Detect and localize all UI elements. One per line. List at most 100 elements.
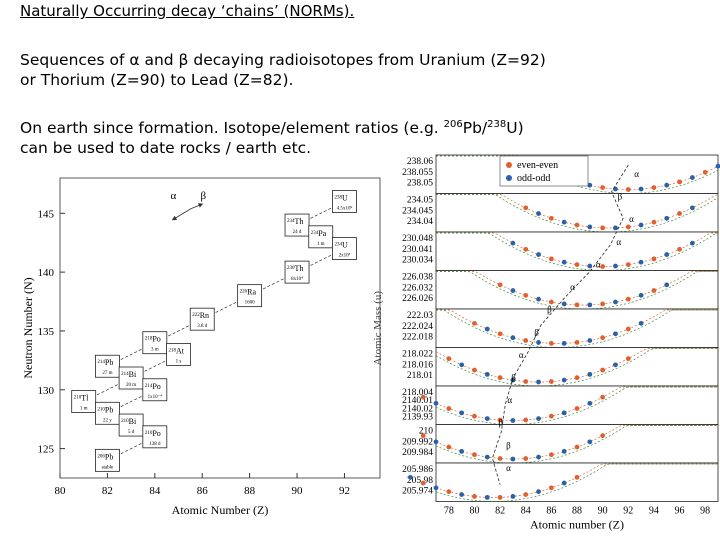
nuclide-symbol: 234U [334,241,348,250]
mass-point [587,371,593,377]
x-tick-label: 82 [102,485,113,497]
superscript-206: 206 [443,119,463,130]
mass-point [600,367,606,373]
nuclide-halflife: 1 s [176,359,182,364]
mass-point [600,433,606,439]
mass-parabola-chart: 238.06238.055238.05234.05234.045234.0423… [372,154,720,532]
mass-point [510,456,516,462]
mass-point [523,205,529,211]
dating-paragraph: On earth since formation. Isotope/elemen… [20,115,524,158]
nuclide-symbol: 238U [334,194,348,203]
nuclide-symbol: 206Pb [97,452,113,461]
mass-point [510,418,516,423]
nuclide-symbol: 234Pa [311,229,327,238]
mass-point [625,224,631,230]
mass-tick-label: 230.041 [402,245,433,255]
mass-point [472,494,477,499]
mass-point [613,263,618,269]
nuclide-symbol: 210Bi [121,417,137,426]
decay-arrow [201,295,250,320]
mass-point [510,240,516,246]
nuclide-box: 210Pb 22 y [95,401,120,425]
decay-arrow [83,377,132,402]
nuclide-halflife: 1 m [317,242,325,247]
mass-point [484,454,490,460]
mass-x-tick-label: 86 [546,506,556,517]
mass-point [484,416,490,421]
mass-point [574,302,580,308]
decay-arrow [154,318,203,344]
mass-point [420,394,426,400]
mass-point [446,489,452,495]
mass-point [536,211,541,216]
nuclide-halflife: 3.8 d [197,324,208,329]
mass-tick-label: 209.984 [402,448,433,458]
mass-point [433,485,439,491]
mass-point [677,246,682,252]
mass-x-tick-label: 80 [469,506,479,517]
nuclide-symbol: 210Po [145,429,161,438]
mass-point [613,225,618,231]
mass-point [613,362,618,368]
mass-point [677,211,682,216]
mass-point [664,182,670,188]
nuclide-symbol: 234Th [287,217,303,226]
legend-marker [506,175,512,181]
nuclide-box: 234Th 24 d [284,213,310,237]
nuclide-box-frame [166,343,191,366]
odd-odd-curve [435,463,718,502]
slide-title: Naturally Occurring decay ‘chains’ (NORM… [20,2,355,20]
nuclide-box: 214Bi 20 m [118,366,144,390]
mass-point [587,224,593,230]
mass-point [561,480,567,486]
nuclide-box-frame [95,401,120,425]
nuclide-box-frame [189,307,215,331]
mass-point [702,169,708,175]
legend-alpha-arrow [171,208,191,221]
mass-tick-label: 238.06 [407,157,433,167]
mass-point [548,485,554,491]
mass-panel-frame [435,385,719,425]
nuclide-box-frame [142,425,168,449]
nuclide-symbol: 222Rn [192,311,209,320]
mass-point [574,262,580,267]
dating-line-1: On earth since formation. Isotope/elemen… [20,115,524,138]
x-tick-label: 86 [197,485,209,497]
mass-point [548,452,554,458]
nuclide-box: 230Th 8x10⁴ [284,260,310,284]
mass-panel-frame [435,347,719,387]
mass-x-axis-title: Atomic number (Z) [530,518,624,532]
mass-tick-label: 238.05 [407,179,433,189]
mass-x-tick-label: 82 [495,506,505,517]
mass-point [587,182,593,188]
decay-type-label: α [634,169,639,179]
mass-point [510,288,516,293]
mass-x-tick-label: 98 [700,506,710,517]
odd-odd-curve [436,232,719,271]
mass-point [472,452,477,458]
mass-point [523,456,529,461]
decay-arrow [296,201,345,226]
nuclide-box: 234U 2x10⁵ [332,237,357,260]
y-tick-label: 125 [38,444,55,456]
mass-point [523,338,529,343]
mass-point [510,335,516,341]
nuclide-halflife: 22 y [103,418,112,423]
legend-alpha-label: α [171,190,177,202]
y-tick-label: 130 [38,385,55,397]
nuclide-box: 234Pa 1 m [308,225,334,249]
nuclide-box-frame [284,260,310,284]
mass-point [497,375,503,381]
mass-point [625,356,631,362]
nuclide-box-frame [95,448,120,472]
nuclide-halflife: 2x10⁵ [339,253,351,259]
decay-arrow [296,248,345,273]
nuclide-halflife: 4.5x10⁹ [337,206,353,212]
y-axis-title: Neutron Number (N) [21,277,35,378]
x-tick-label: 92 [339,485,350,497]
nuclide-box: 206Pb stable [95,448,120,472]
mass-point [689,175,695,180]
nuclide-box: 238U 4.5x10⁹ [332,190,357,213]
